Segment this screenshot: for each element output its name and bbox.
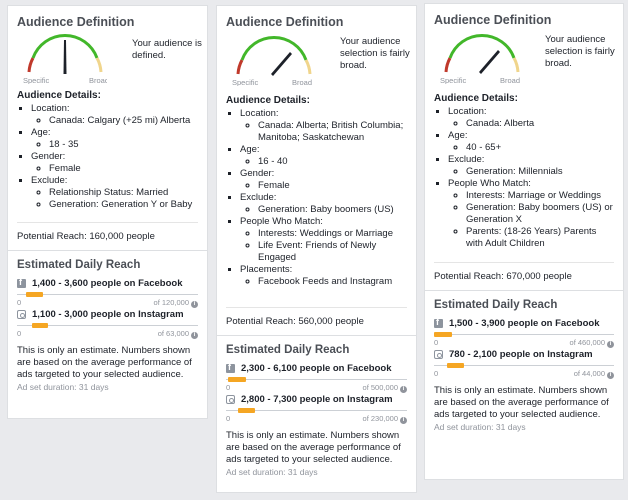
- svg-text:Specific: Specific: [440, 76, 467, 84]
- svg-text:Specific: Specific: [23, 76, 50, 84]
- detail-gender: Gender: Female: [31, 151, 198, 175]
- audience-gauge-icon: Specific Broad: [232, 35, 312, 86]
- instagram-reach: 1,100 - 3,000 people on Instagram: [17, 308, 198, 321]
- instagram-reach-slider: [17, 323, 198, 328]
- audience-message: Your audience is defined.: [132, 38, 202, 61]
- estimate-note: This is only an estimate. Numbers shown …: [226, 430, 401, 465]
- instagram-icon: [226, 395, 235, 404]
- audience-details-title: Audience Details:: [226, 95, 310, 106]
- audience-gauge-icon: Specific Broad: [440, 33, 520, 84]
- facebook-icon: [17, 277, 26, 288]
- audience-details-list[interactable]: Location: Canada: Calgary (+25 mi) Alber…: [17, 103, 198, 209]
- audience-card-1: Audience Definition Specific Broad Your …: [7, 5, 208, 419]
- instagram-icon: [17, 310, 26, 319]
- estimated-daily-reach-title: Estimated Daily Reach: [434, 299, 558, 311]
- ad-set-duration: Ad set duration: 31 days: [226, 467, 318, 477]
- audience-definition-title: Audience Definition: [226, 15, 344, 29]
- audience-card-3: Audience Definition Specific Broad Your …: [424, 3, 624, 480]
- info-icon[interactable]: i: [607, 340, 614, 348]
- instagram-reach-slider: [434, 363, 614, 368]
- audience-message: Your audience selection is fairly broad.: [545, 34, 615, 69]
- ad-set-duration: Ad set duration: 31 days: [17, 382, 109, 392]
- audience-details-title: Audience Details:: [434, 93, 518, 104]
- svg-text:Broad: Broad: [292, 78, 312, 86]
- audience-definition-title: Audience Definition: [17, 15, 135, 29]
- audience-details-list[interactable]: Location: Canada: Alberta; British Colum…: [226, 108, 407, 288]
- audience-message: Your audience selection is fairly broad.: [340, 36, 410, 71]
- estimate-note: This is only an estimate. Numbers shown …: [434, 385, 609, 420]
- estimated-daily-reach-title: Estimated Daily Reach: [226, 344, 350, 356]
- detail-location: Location: Canada: Calgary (+25 mi) Alber…: [31, 103, 198, 127]
- estimated-daily-reach-title: Estimated Daily Reach: [17, 259, 141, 271]
- facebook-icon: [434, 317, 443, 328]
- audience-details-title: Audience Details:: [17, 90, 101, 101]
- ad-set-duration: Ad set duration: 31 days: [434, 422, 526, 432]
- info-icon[interactable]: i: [400, 416, 407, 424]
- instagram-icon: [434, 350, 443, 359]
- potential-reach: Potential Reach: 160,000 people: [17, 231, 155, 242]
- detail-exclude: Exclude: Relationship Status: Married Ge…: [31, 175, 198, 209]
- facebook-reach-slider: [226, 377, 407, 382]
- estimate-note: This is only an estimate. Numbers shown …: [17, 345, 192, 380]
- facebook-reach: 1,400 - 3,600 people on Facebook: [17, 277, 198, 290]
- info-icon[interactable]: i: [400, 385, 407, 393]
- potential-reach: Potential Reach: 560,000 people: [226, 316, 364, 327]
- instagram-reach-slider: [226, 408, 407, 413]
- svg-text:Specific: Specific: [232, 78, 259, 86]
- audience-card-2: Audience Definition Specific Broad Your …: [216, 5, 417, 493]
- facebook-icon: [226, 362, 235, 373]
- facebook-reach-slider: [434, 332, 614, 337]
- info-icon[interactable]: i: [191, 331, 198, 339]
- detail-age: Age: 18 - 35: [31, 127, 198, 151]
- potential-reach: Potential Reach: 670,000 people: [434, 271, 572, 282]
- svg-text:Broad: Broad: [500, 76, 520, 84]
- audience-gauge-icon: Specific Broad: [23, 33, 107, 84]
- svg-text:Broad: Broad: [89, 76, 107, 84]
- audience-definition-title: Audience Definition: [434, 13, 552, 27]
- audience-details-list[interactable]: Location: Canada: Alberta Age: 40 - 65+ …: [434, 106, 614, 248]
- info-icon[interactable]: i: [191, 300, 198, 308]
- facebook-reach-slider: [17, 292, 198, 297]
- info-icon[interactable]: i: [607, 371, 614, 379]
